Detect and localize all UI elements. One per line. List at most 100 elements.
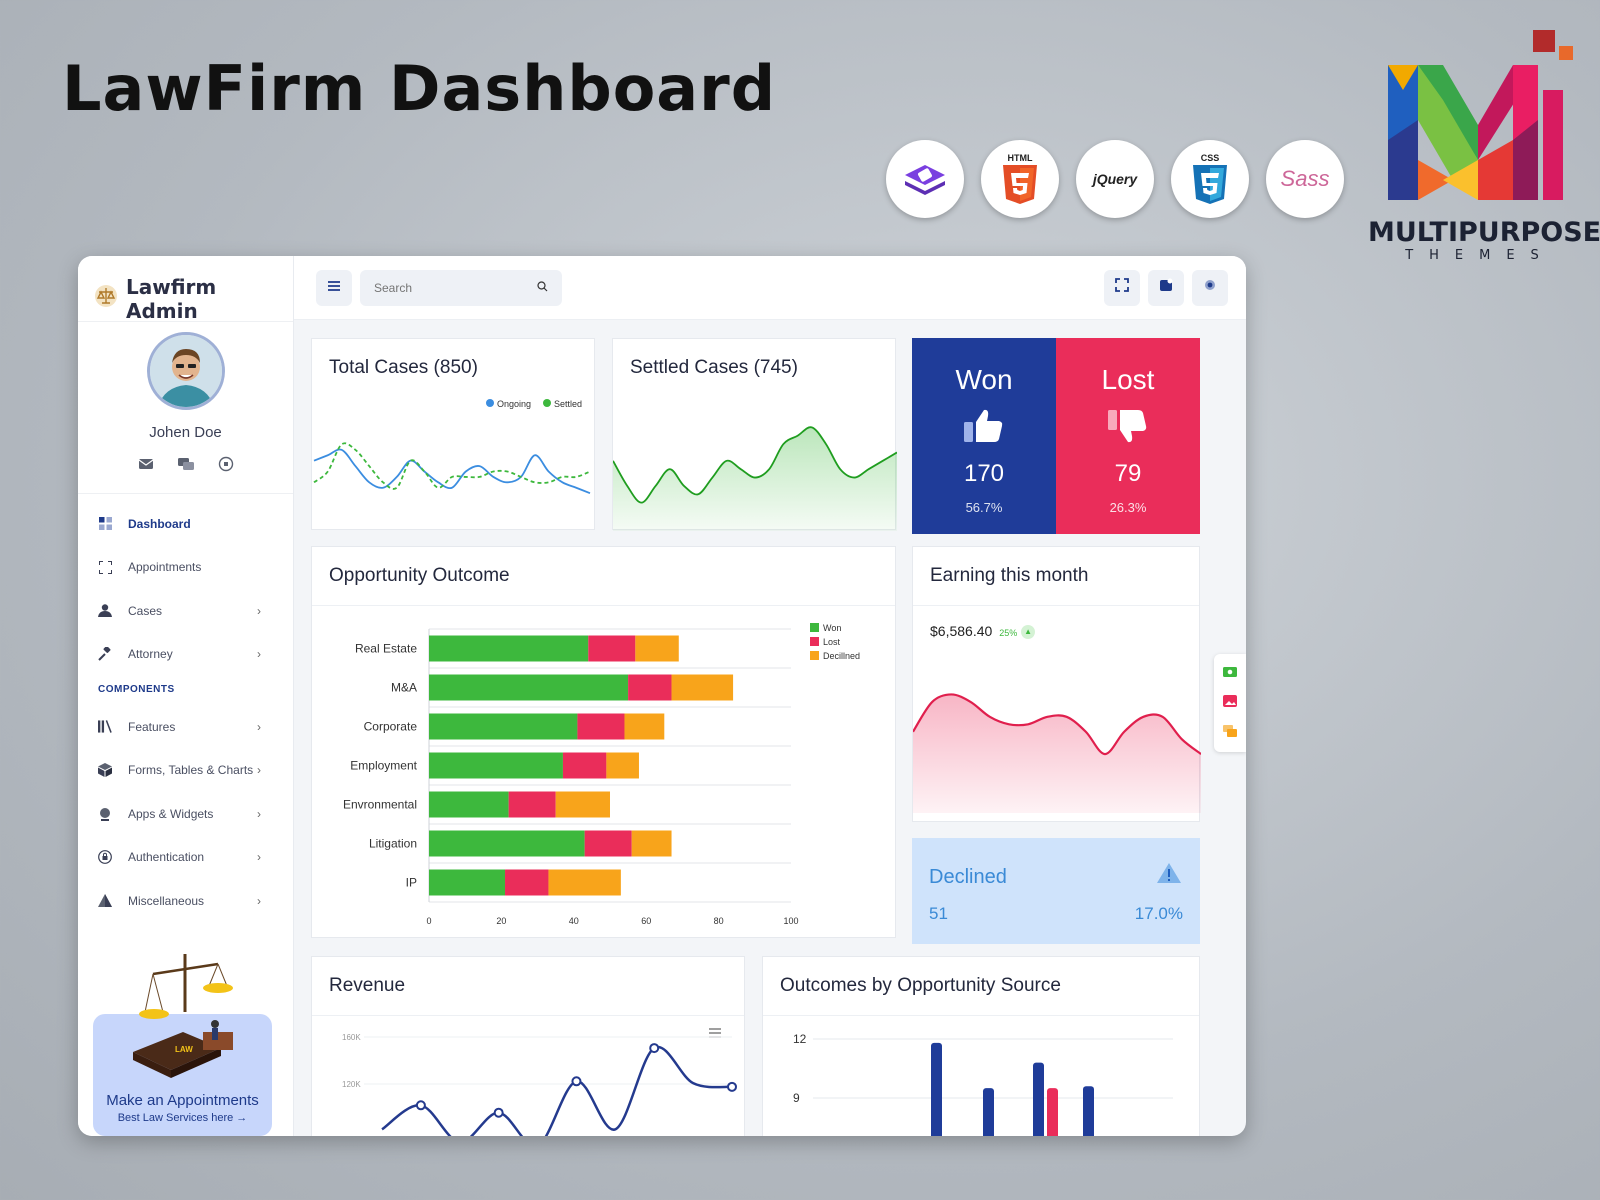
brand-logo: MULTIPURPOSE THEMES [1368,30,1600,263]
declined-card[interactable]: Declined 51 17.0% [912,838,1200,944]
sidebar-item-apps-widgets[interactable]: Apps & Widgets › [78,792,293,836]
total-cases-card: Total Cases (850) Ongoing Settled [311,338,595,530]
brand-name: MULTIPURPOSE [1368,217,1600,248]
floating-dock [1214,654,1246,752]
sidebar-item-label: Apps & Widgets [128,806,214,821]
promo-link[interactable]: Best Law Services here → [117,1112,248,1124]
bar-lost [584,830,632,857]
avatar[interactable] [146,332,225,410]
sidebar: Lawfirm Admin Johen Doe Dashboard Appoin… [78,256,294,1136]
apps-icon [98,807,112,821]
logout-icon[interactable] [217,455,235,473]
search-input[interactable] [374,280,514,295]
sidebar-logo[interactable]: Lawfirm Admin [78,256,293,323]
fullscreen-button[interactable] [1104,269,1140,306]
bar-decillned [671,674,734,701]
menu-toggle-button[interactable] [316,269,352,306]
category-label: IP [406,876,417,890]
outcomes-source-card: Outcomes by Opportunity Source 12 9 [762,956,1200,1136]
ongoing-series-line [313,448,591,495]
sidebar-item-miscellaneous[interactable]: Miscellaneous › [78,879,293,923]
image-icon[interactable] [1223,694,1237,712]
sidebar-item-label: Appointments [128,560,202,575]
svg-text:Settled: Settled [554,399,582,409]
total-cases-chart: Ongoing Settled [313,399,591,495]
lost-label: Lost [1101,364,1155,395]
chevron-right-icon: › [257,763,261,778]
sidebar-item-dashboard[interactable]: Dashboard [78,502,293,546]
revenue-point [415,1100,426,1111]
won-label: Won [955,364,1013,395]
category-label: Employment [350,759,417,773]
promo-card[interactable]: LAW Make an Appointments Best Law Servic… [93,954,272,1136]
settled-cases-chart [613,426,897,531]
bar-won [429,869,506,896]
sidebar-item-forms-tables-charts[interactable]: Forms, Tables & Charts › [78,749,293,793]
sidebar-item-cases[interactable]: Cases › [78,589,293,633]
x-tick-label: 80 [714,916,724,926]
settled-area-line [613,426,897,504]
sidebar-item-attorney[interactable]: Attorney › [78,633,293,677]
chevron-right-icon: › [257,647,261,662]
sidebar-item-label: Attorney [128,647,173,662]
chevron-right-icon: › [257,806,261,821]
revenue-card: Revenue 160K 120K [311,956,745,1136]
category-label: Litigation [369,837,417,851]
settings-button[interactable] [1192,269,1228,306]
opportunity-outcome-title: Opportunity Outcome [329,565,510,586]
category-label: M&A [391,681,417,695]
category-label: Envronmental [343,798,417,812]
x-tick-label: 20 [496,916,506,926]
bar-won [429,791,509,818]
outcomes-source-title: Outcomes by Opportunity Source [780,975,1061,996]
profile-name: Johen Doe [149,424,222,441]
mail-icon[interactable] [137,455,155,473]
lost-percent: 26.3% [1109,500,1147,515]
fullscreen-icon [1115,278,1129,297]
y-tick-label: 9 [793,1091,800,1105]
bar-lost [588,635,636,662]
earning-amount: $6,586.40 25% ▲ [930,623,1036,640]
profile-actions [78,455,293,473]
search-box[interactable] [360,269,562,306]
chevron-right-icon: › [257,850,261,865]
sidebar-item-features[interactable]: Features › [78,705,293,749]
x-tick-label: 40 [569,916,579,926]
dashboard-icon [98,517,112,531]
sidebar-item-authentication[interactable]: Authentication › [78,836,293,880]
scales-icon [94,284,118,313]
bar-won [429,713,578,740]
sidebar-item-label: Features [128,719,176,734]
html5-icon: HTML [981,140,1059,218]
money-icon[interactable] [1223,664,1237,682]
arrow-up-icon: ▲ [1021,625,1036,640]
card-divider [312,605,895,606]
won-count: 170 [963,460,1005,487]
bar-lost [505,869,549,896]
svg-text:LAW: LAW [175,1045,193,1054]
category-label: Corporate [364,720,418,734]
bar-won [429,752,563,779]
chat-bubble-icon[interactable] [1223,724,1237,742]
thumbs-down-icon [1056,408,1200,444]
lost-tile[interactable]: Lost 79 26.3% [1056,338,1200,534]
sidebar-item-label: Miscellaneous [128,893,205,908]
topbar [294,256,1246,320]
earning-amount-value: $6,586.40 [930,623,993,639]
bar-decillned [548,869,621,896]
revenue-chart: 160K 120K [342,1033,737,1136]
search-icon[interactable] [537,280,548,295]
topbar-actions [1104,269,1228,306]
won-tile[interactable]: Won 170 56.7% [912,338,1056,534]
x-tick-label: 100 [783,916,798,926]
notifications-button[interactable] [1148,269,1184,306]
bar-lost [628,674,672,701]
bar-won [429,830,585,857]
chat-icon[interactable] [177,455,195,473]
hero-title: LawFirm Dashboard [62,52,777,125]
sidebar-item-appointments[interactable]: Appointments [78,546,293,590]
forms-icon [98,763,112,778]
bar-won [429,635,589,662]
opportunity-outcome-card: Opportunity Outcome Real Estate M&A Corpor… [311,546,896,938]
app-window: Lawfirm Admin Johen Doe Dashboard Appoin… [78,256,1246,1136]
